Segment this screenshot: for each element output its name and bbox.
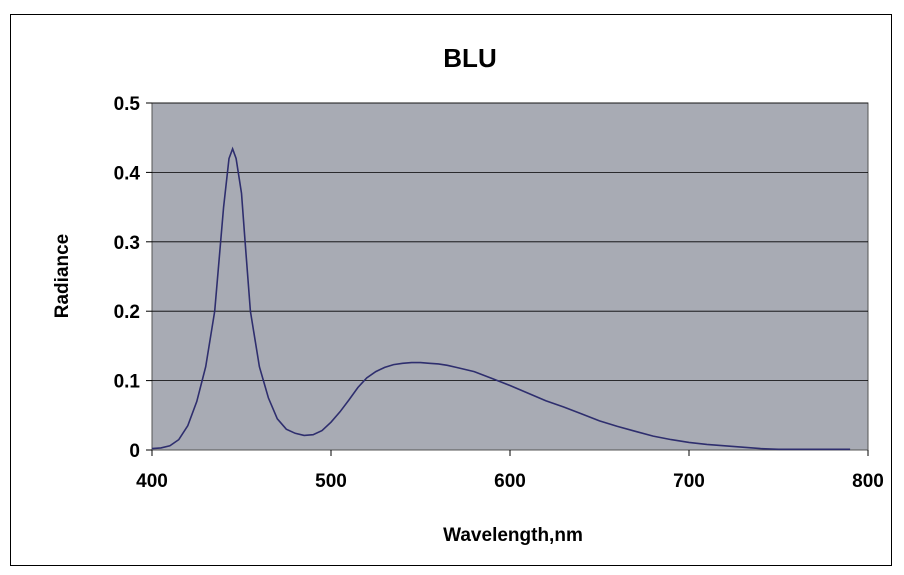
x-tick-label-3: 700 [673, 471, 705, 492]
x-axis-title: Wavelength,nm [443, 525, 583, 546]
chart-title: BLU [443, 43, 496, 73]
gridlines [146, 102, 868, 451]
y-tick-label-5: 0.5 [114, 94, 141, 115]
y-tick-label-3: 0.3 [114, 233, 140, 254]
y-tick-label-2: 0.2 [114, 302, 140, 323]
x-tick-label-0: 400 [136, 471, 168, 492]
x-tick-marks [151, 450, 869, 456]
y-tick-label-1: 0.1 [114, 372, 141, 393]
y-tick-labels: 0 0.1 0.2 0.3 0.4 0.5 [114, 94, 141, 462]
y-axis-title: Radiance [52, 234, 73, 318]
radiance-line [151, 146, 851, 451]
x-tick-label-4: 800 [852, 471, 884, 492]
x-tick-labels: 400 500 600 700 800 [136, 471, 884, 492]
y-tick-label-0: 0 [129, 441, 140, 462]
x-tick-label-2: 600 [494, 471, 526, 492]
plot-area [151, 102, 869, 451]
x-tick-label-1: 500 [315, 471, 347, 492]
y-tick-label-4: 0.4 [114, 163, 141, 184]
